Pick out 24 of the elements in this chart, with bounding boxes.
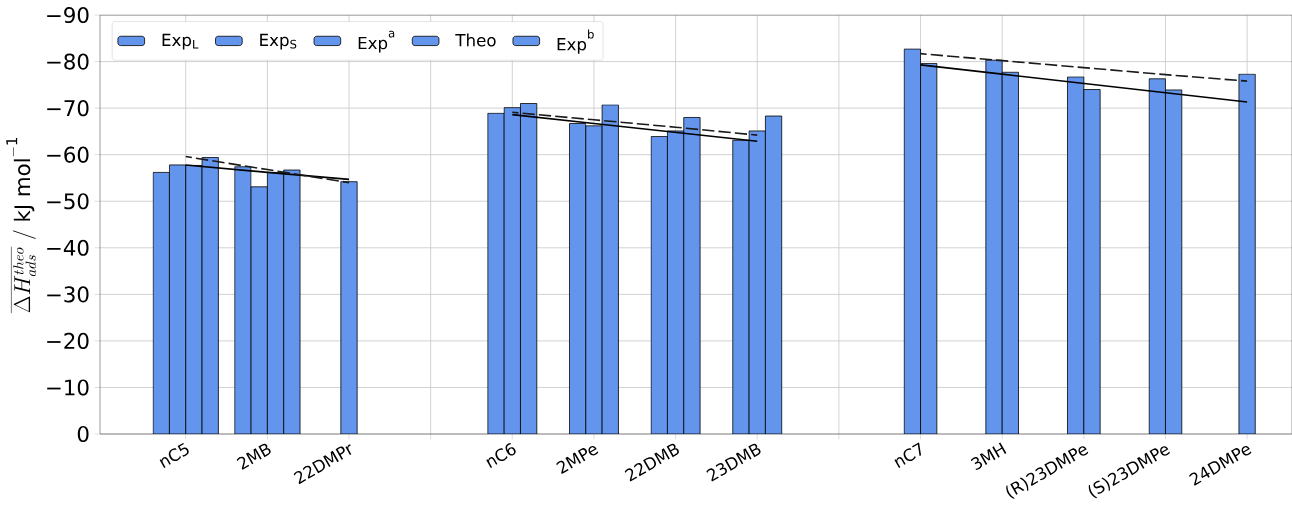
- y-axis-title: $\overline{\Delta H^{theo}_{ads}}\ /\ \mathrm{kJ\ mol^{-1}}$: [6, 137, 36, 314]
- x-tick-label: nC6: [486, 442, 516, 468]
- line-series: [511, 111, 759, 136]
- legend-label: Theo: [455, 33, 496, 47]
- legend-label: Expb: [557, 29, 594, 54]
- legend-label: Expa: [358, 30, 395, 53]
- x-tick-label: nC5: [159, 442, 189, 468]
- legend-label: Exp$_{S}$: [260, 33, 297, 50]
- x-tick-label: nC7: [894, 442, 922, 468]
- y-tick-label: −40: [47, 239, 89, 256]
- y-tick-label: 0: [77, 425, 89, 443]
- y-tick-label: −70: [47, 100, 89, 117]
- y-tick-label: −50: [47, 193, 89, 210]
- x-tick-label: 2MB: [236, 443, 271, 470]
- y-tick-label: −10: [47, 379, 89, 396]
- y-tick-label: −60: [47, 146, 89, 163]
- x-tick-label: 2MPe: [556, 446, 599, 474]
- legend-label: Exp$_{L}$: [162, 33, 199, 50]
- y-tick-label: −90: [47, 6, 89, 24]
- x-tick-label: 3MH: [970, 442, 1007, 471]
- y-tick-label: −20: [47, 332, 89, 349]
- line-series: [919, 52, 1248, 82]
- y-tick-label: −80: [47, 53, 89, 70]
- y-tick-label: −30: [47, 286, 89, 303]
